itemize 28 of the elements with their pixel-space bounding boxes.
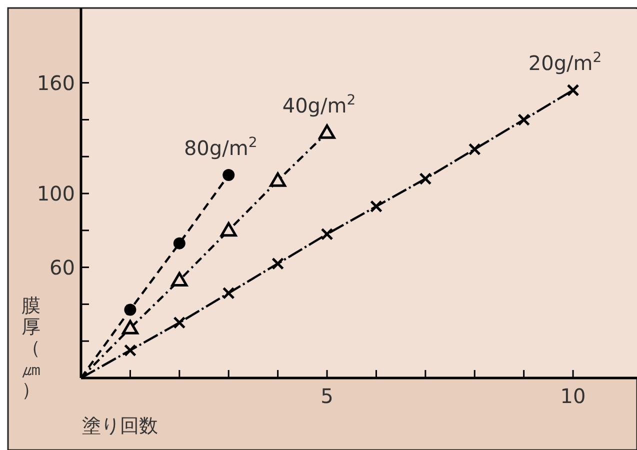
point bbox=[419, 172, 432, 185]
point bbox=[468, 142, 481, 156]
x-tick-label: 5 bbox=[320, 384, 334, 408]
x-tick-label: 10 bbox=[560, 384, 586, 408]
point bbox=[122, 320, 138, 334]
point bbox=[220, 222, 237, 237]
y-tick-label: 60 bbox=[50, 255, 75, 280]
y-tick-label: 100 bbox=[36, 182, 75, 206]
point bbox=[173, 316, 186, 329]
point bbox=[270, 172, 286, 187]
y-axis-title: 膜厚（㎛） bbox=[22, 295, 40, 401]
point bbox=[171, 272, 188, 286]
point bbox=[124, 304, 136, 316]
point bbox=[518, 113, 530, 126]
point bbox=[566, 84, 580, 96]
series-label: 40g/m$^{2}$ bbox=[282, 92, 356, 118]
point bbox=[124, 344, 136, 357]
y-tick-label: 160 bbox=[36, 70, 75, 95]
point bbox=[272, 257, 284, 270]
point bbox=[173, 237, 186, 250]
point bbox=[222, 286, 235, 300]
series-label: 20g/m$^{2}$ bbox=[528, 50, 602, 76]
series-label: 80g/m$^{2}$ bbox=[184, 135, 258, 160]
point bbox=[370, 200, 382, 213]
x-axis-title: 塗り回数 bbox=[82, 415, 158, 437]
point bbox=[222, 169, 235, 182]
point bbox=[318, 124, 336, 139]
point bbox=[320, 228, 334, 240]
